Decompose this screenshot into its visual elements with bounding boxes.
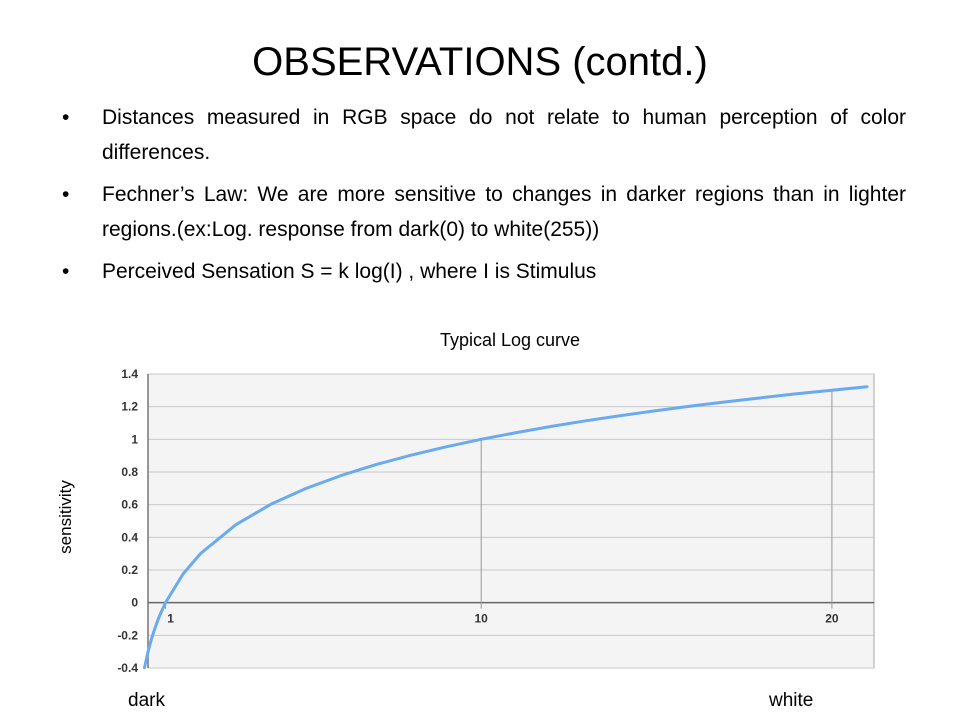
y-tick-label: -0.4 (117, 661, 138, 674)
bullet-list: • Distances measured in RGB space do not… (62, 100, 906, 296)
x-tick-label: 10 (475, 612, 489, 626)
bullet-item: • Fechner’s Law: We are more sensitive t… (62, 177, 906, 247)
bullet-item: • Perceived Sensation S = k log(I) , whe… (62, 254, 906, 289)
y-tick-label: 0.4 (121, 530, 138, 544)
y-tick-label: 1 (131, 432, 138, 446)
bullet-text: Distances measured in RGB space do not r… (102, 106, 906, 164)
chart-title: Typical Log curve (439, 330, 581, 350)
bullet-glyph: • (62, 260, 70, 283)
log-curve-line (143, 385, 869, 670)
x-tick-label: 1 (167, 612, 174, 626)
x-axis-label-white: white (769, 690, 814, 711)
bullet-text: Fechner’s Law: We are more sensitive to … (102, 183, 906, 241)
y-tick-label: 0.2 (121, 563, 138, 577)
bullet-glyph: • (62, 106, 70, 129)
log-curve-chart: 1.4 1.2 1 0.8 0.6 0.4 0.2 0 -0.2 -0.4 1 10 20 (117, 367, 875, 674)
y-tick-label: -0.2 (117, 628, 138, 642)
x-axis-label-dark: dark (128, 690, 165, 711)
y-axis-label: sensitivity (56, 480, 75, 554)
bullet-glyph: • (62, 183, 70, 206)
y-tick-label: 0.8 (121, 465, 138, 479)
y-tick-label: 0.6 (121, 498, 138, 512)
slide-title: OBSERVATIONS (contd.) (252, 40, 708, 84)
y-tick-label: 0 (131, 596, 138, 610)
bullet-item: • Distances measured in RGB space do not… (62, 100, 906, 170)
plot-area (147, 373, 875, 669)
y-tick-label: 1.2 (121, 400, 138, 414)
bullet-text: Perceived Sensation S = k log(I) , where… (102, 260, 597, 283)
x-tick-label: 20 (825, 612, 839, 626)
y-tick-label: 1.4 (121, 367, 138, 381)
